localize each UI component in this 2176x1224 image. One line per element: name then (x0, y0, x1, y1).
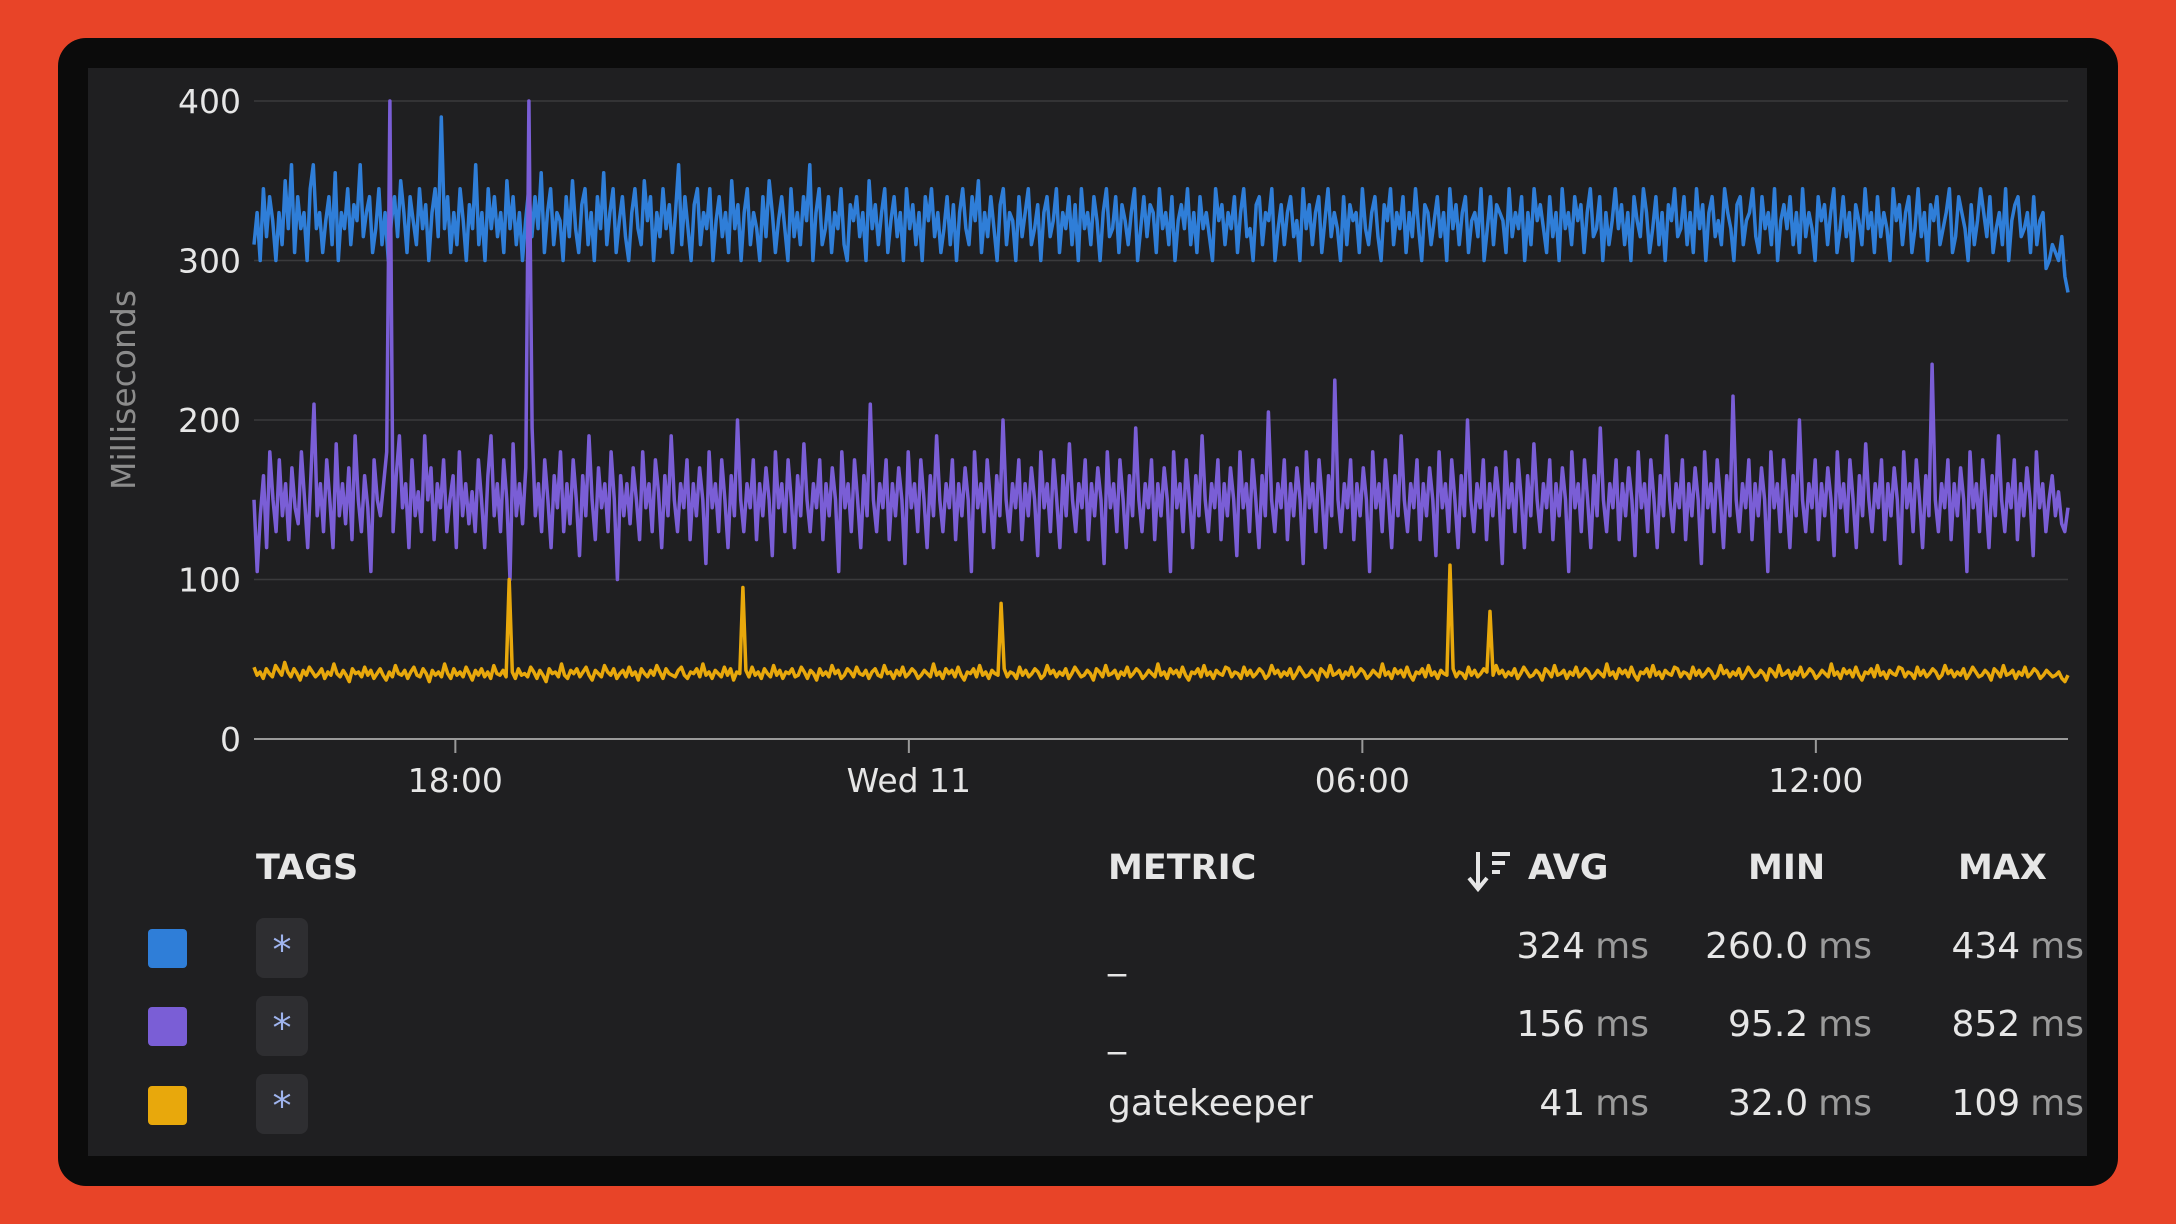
x-tick-label: Wed 11 (847, 761, 971, 800)
series-line-3 (252, 563, 2070, 684)
avg-value: 156 ms (1516, 1004, 1649, 1045)
max-header[interactable]: MAX (1958, 848, 2047, 888)
max-value: 434 ms (1951, 926, 2084, 967)
y-tick-label: 200 (178, 401, 241, 440)
chart-panel: 0 100 200 300 400 18:00 Wed 11 06:00 12:00 Millis… (88, 68, 2087, 1156)
series-color-swatch[interactable] (148, 1007, 187, 1046)
y-tick-label: 100 (178, 561, 241, 600)
timeseries-chart: 0 100 200 300 400 18:00 Wed 11 06:00 12:00 Millis… (104, 82, 2070, 800)
max-value: 852 ms (1951, 1004, 2084, 1045)
y-tick-label: 0 (220, 720, 241, 759)
y-tick-label: 300 (178, 242, 241, 281)
series-line-2 (252, 99, 2070, 582)
avg-header[interactable]: AVG (1528, 848, 1609, 888)
metric-name: gatekeeper (1108, 1083, 1313, 1124)
min-value: 32.0 ms (1728, 1083, 1872, 1124)
metric-name: _ (1108, 936, 1126, 977)
min-value: 95.2 ms (1728, 1004, 1872, 1045)
avg-value: 41 ms (1539, 1083, 1649, 1124)
y-axis-label: Milliseconds (104, 290, 143, 490)
series-line-1 (252, 115, 2070, 293)
x-tick-label: 12:00 (1768, 761, 1863, 800)
tag-chip[interactable]: * (256, 996, 308, 1056)
tag-chip[interactable]: * (256, 1074, 308, 1134)
max-value: 109 ms (1951, 1083, 2084, 1124)
sort-descending-icon[interactable] (1464, 848, 1514, 894)
min-value: 260.0 ms (1705, 926, 1872, 967)
tags-header[interactable]: TAGS (256, 848, 359, 888)
avg-value: 324 ms (1516, 926, 1649, 967)
x-tick-label: 06:00 (1315, 761, 1410, 800)
metric-name: _ (1108, 1014, 1126, 1055)
y-tick-label: 400 (178, 82, 241, 121)
min-header[interactable]: MIN (1748, 848, 1826, 888)
metric-header[interactable]: METRIC (1108, 848, 1257, 888)
x-tick-label: 18:00 (408, 761, 503, 800)
series-color-swatch[interactable] (148, 1086, 187, 1125)
tag-chip[interactable]: * (256, 918, 308, 978)
series-color-swatch[interactable] (148, 929, 187, 968)
